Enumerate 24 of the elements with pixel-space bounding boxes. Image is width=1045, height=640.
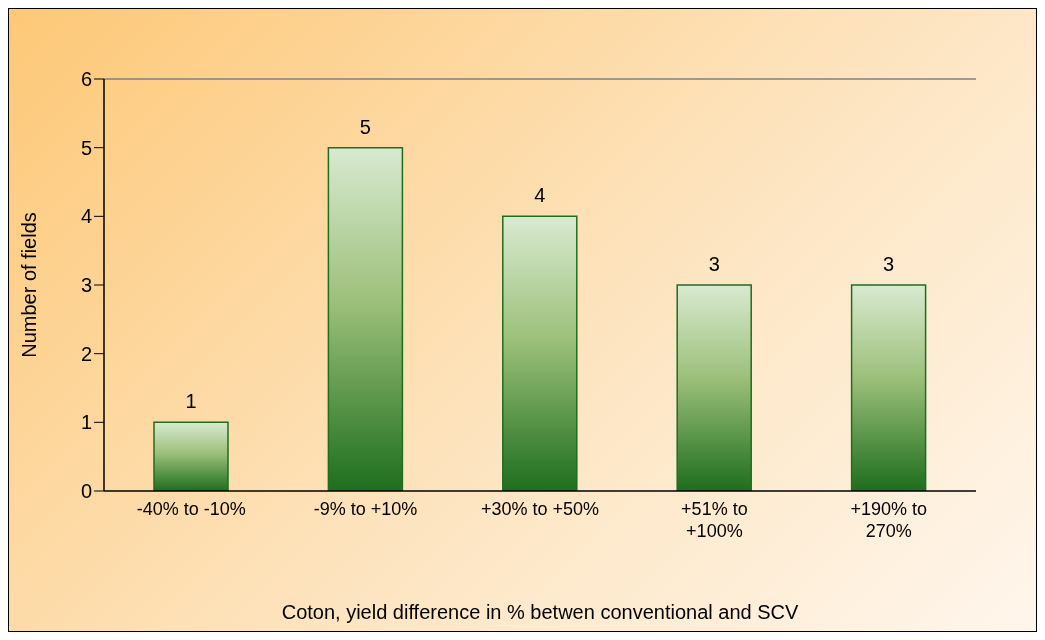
data-label: 1 xyxy=(185,390,197,413)
y-tick-label: 0 xyxy=(80,480,92,503)
x-tick-label: +30% to +50% xyxy=(480,499,600,519)
data-label: 4 xyxy=(534,184,546,207)
x-tick-label: +190% to 270% xyxy=(850,499,928,541)
y-tick-label: 5 xyxy=(80,136,92,159)
bar xyxy=(850,284,927,491)
y-tick-label: 1 xyxy=(80,411,92,434)
bar xyxy=(327,146,404,491)
data-label: 3 xyxy=(708,253,720,275)
x-tick-label: -9% to +10% xyxy=(313,499,418,519)
y-axis-title: Number of fields xyxy=(18,212,41,358)
y-tick-label: 3 xyxy=(80,274,92,297)
y-tick-label: 6 xyxy=(80,68,92,91)
y-tick-label: 2 xyxy=(80,342,92,365)
bar xyxy=(153,421,229,491)
bar xyxy=(676,284,752,491)
data-label: 5 xyxy=(359,115,371,138)
x-tick-label: +51% to +100% xyxy=(681,499,748,541)
data-label: 3 xyxy=(883,253,895,275)
bar xyxy=(502,215,578,491)
x-tick-label: -40% to -10% xyxy=(136,499,246,519)
y-tick-label: 4 xyxy=(80,205,92,228)
x-axis-title: Coton, yield difference in % betwen conventional and SCV xyxy=(281,601,799,623)
